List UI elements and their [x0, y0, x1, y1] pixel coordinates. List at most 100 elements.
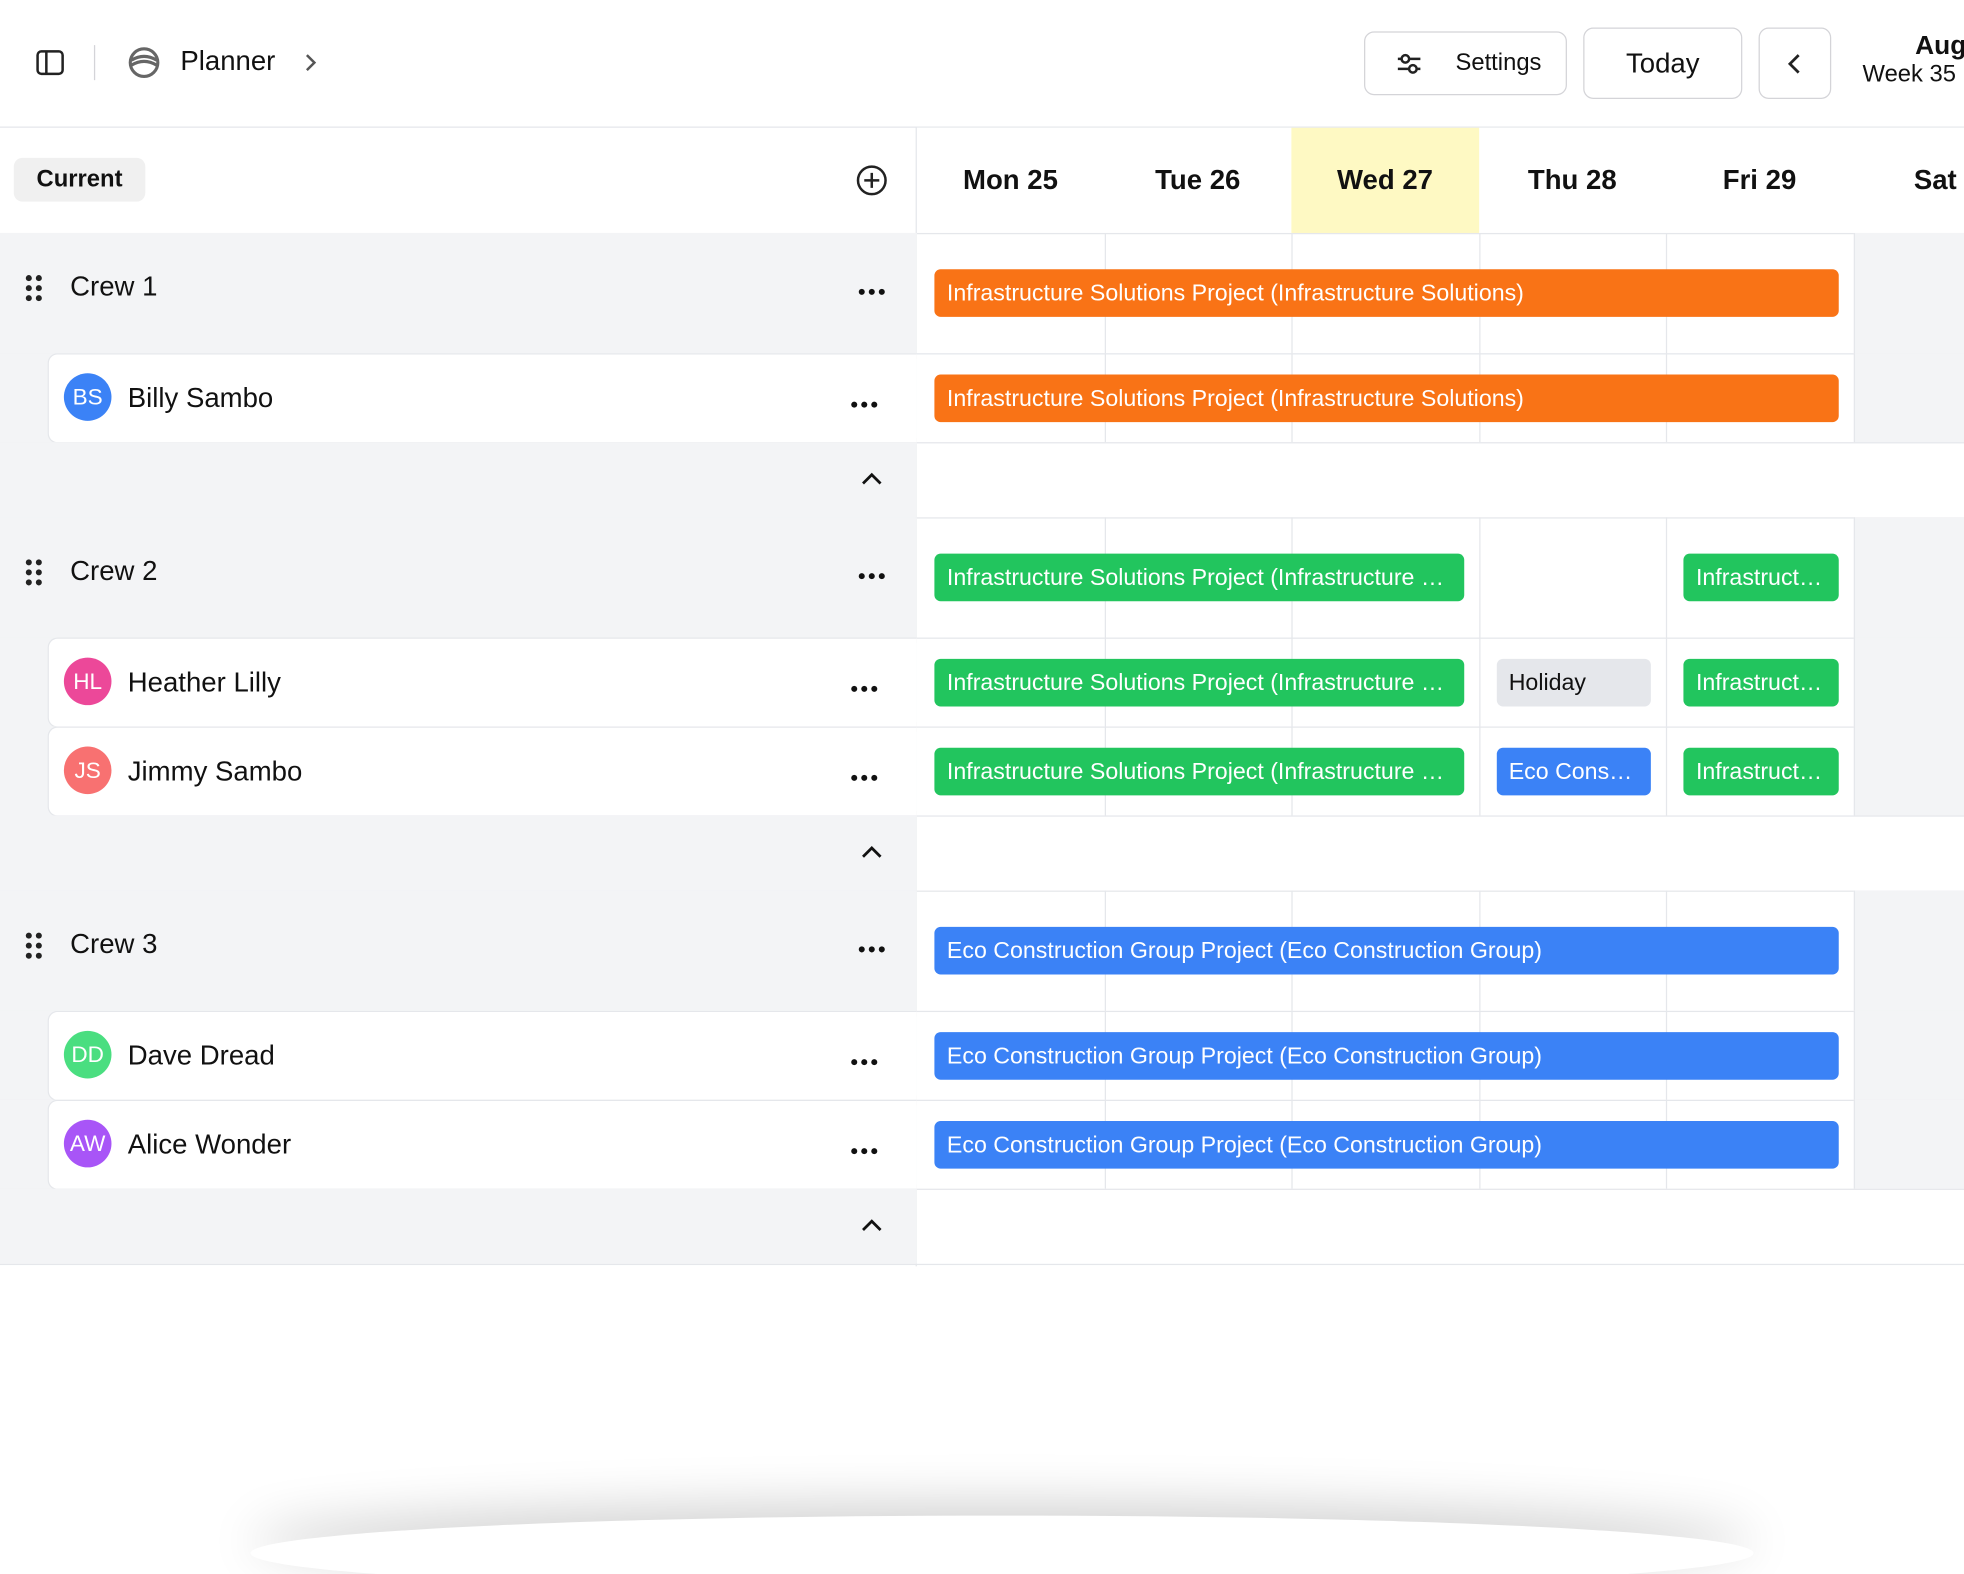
month-label: Aug	[1915, 31, 1964, 61]
grid-line	[1478, 637, 1480, 727]
event-bar[interactable]: Infrastructure Solutions Project (Infras…	[934, 373, 1839, 422]
member-card	[47, 637, 917, 728]
event-bar[interactable]: Eco Construction Group Project (Eco Cons…	[1496, 747, 1651, 795]
row-border	[0, 1188, 1964, 1190]
event-bar[interactable]: Infrastructure Solutions Project (Infras…	[934, 658, 1464, 706]
crew-row-bg	[0, 890, 917, 1011]
day-header: Wed 27	[1291, 127, 1479, 233]
grid-line	[1853, 637, 1855, 727]
breadcrumb[interactable]: Planner	[180, 45, 276, 77]
weekend-cell	[1853, 890, 1964, 1011]
member-name: Billy Sambo	[127, 382, 274, 414]
drag-handle[interactable]	[25, 932, 43, 960]
avatar: AW	[63, 1119, 112, 1168]
member-name: Alice Wonder	[127, 1128, 292, 1160]
member-menu[interactable]	[849, 1051, 879, 1066]
drag-handle[interactable]	[25, 559, 43, 587]
collapse-button[interactable]	[859, 470, 884, 488]
event-bar[interactable]: Eco Construction Group Project (Eco Cons…	[934, 926, 1839, 975]
chevron	[301, 50, 321, 75]
weekend-cell	[1853, 726, 1964, 816]
crew-name: Crew 3	[70, 928, 158, 960]
grid-line	[1853, 232, 1855, 354]
row-border	[0, 726, 1964, 728]
day-header: Thu 28	[1478, 127, 1666, 233]
collapse-row	[0, 442, 917, 518]
row-border	[0, 1099, 1964, 1101]
today-button[interactable]: Today	[1583, 27, 1743, 99]
collapse-row	[0, 1188, 917, 1264]
collapse-row	[0, 815, 917, 891]
crew-menu[interactable]	[857, 565, 887, 580]
add-button[interactable]	[855, 164, 888, 197]
event-bar[interactable]: Infrastructure Solutions Project (Infras…	[934, 553, 1464, 602]
weekend-cell	[1853, 232, 1964, 354]
event-bar[interactable]: Infrastructure Solutions Project (Infras…	[1683, 553, 1839, 602]
grid-line	[1665, 726, 1668, 816]
member-name: Jimmy Sambo	[127, 755, 303, 787]
weekend-cell	[1853, 517, 1964, 638]
member-card	[47, 1010, 917, 1101]
member-card	[47, 726, 917, 817]
sidebar-toggle[interactable]	[35, 48, 65, 78]
grid-line	[1853, 1010, 1855, 1100]
row-border	[0, 353, 1964, 355]
event-bar[interactable]: Infrastructure Solutions Project (Infras…	[934, 747, 1464, 795]
filter-chip[interactable]: Current	[13, 157, 146, 202]
crew-name: Crew 1	[70, 270, 158, 302]
row-border	[0, 890, 1964, 892]
weekend-cell	[1853, 1010, 1964, 1100]
crew-row-bg	[0, 232, 917, 354]
row-border	[0, 815, 1964, 817]
event-bar[interactable]: Eco Construction Group Project (Eco Cons…	[934, 1031, 1839, 1080]
grid-line	[1478, 517, 1480, 638]
event-bar[interactable]: Infrastructure Solutions Project (Infras…	[1683, 658, 1839, 706]
divider	[93, 45, 96, 81]
member-menu[interactable]	[849, 393, 879, 408]
collapse-button[interactable]	[859, 1216, 884, 1234]
row-border	[0, 1263, 1964, 1266]
member-card	[47, 353, 917, 444]
avatar: JS	[63, 746, 112, 795]
header-border	[0, 126, 1964, 128]
member-name: Dave Dread	[127, 1039, 275, 1071]
row-border	[0, 1010, 1964, 1013]
event-bar[interactable]: Holiday	[1496, 658, 1651, 706]
planner-icon	[128, 46, 161, 79]
member-menu[interactable]	[849, 678, 879, 692]
row-border	[0, 442, 1964, 444]
grid-line	[1853, 517, 1855, 638]
crew-row-bg	[0, 517, 917, 638]
week-label: Week 35	[1862, 61, 1957, 88]
crew-menu[interactable]	[857, 281, 887, 295]
weekend-cell	[1853, 637, 1964, 727]
grid-line	[1665, 637, 1668, 727]
weekend-cell	[1853, 353, 1964, 443]
settings-label: Settings	[1455, 49, 1542, 76]
event-bar[interactable]: Infrastructure Solutions Project (Infras…	[934, 269, 1839, 317]
settings-button[interactable]: Settings	[1364, 31, 1567, 96]
prev-button[interactable]	[1758, 27, 1832, 99]
crew-menu[interactable]	[857, 938, 887, 953]
avatar: BS	[63, 373, 112, 421]
weekend-cell	[1853, 1099, 1964, 1189]
drag-handle[interactable]	[25, 274, 43, 302]
crew-name: Crew 2	[70, 554, 158, 587]
grid-line	[1478, 726, 1480, 816]
grid-line	[1853, 890, 1855, 1011]
row-border	[0, 517, 1964, 519]
row-border	[0, 637, 1964, 639]
member-menu[interactable]	[849, 767, 879, 781]
day-header: Fri 29	[1665, 127, 1854, 233]
day-header: Mon 25	[916, 127, 1105, 233]
grid-line	[1665, 517, 1668, 638]
event-bar[interactable]: Eco Construction Group Project (Eco Cons…	[934, 1120, 1839, 1169]
grid-line	[1853, 1099, 1855, 1189]
avatar: HL	[63, 657, 112, 706]
member-menu[interactable]	[849, 1140, 879, 1155]
member-name: Heather Lilly	[127, 666, 281, 698]
event-bar[interactable]: Infrastructure Solutions Project (Infras…	[1683, 747, 1839, 795]
collapse-button[interactable]	[859, 843, 884, 861]
